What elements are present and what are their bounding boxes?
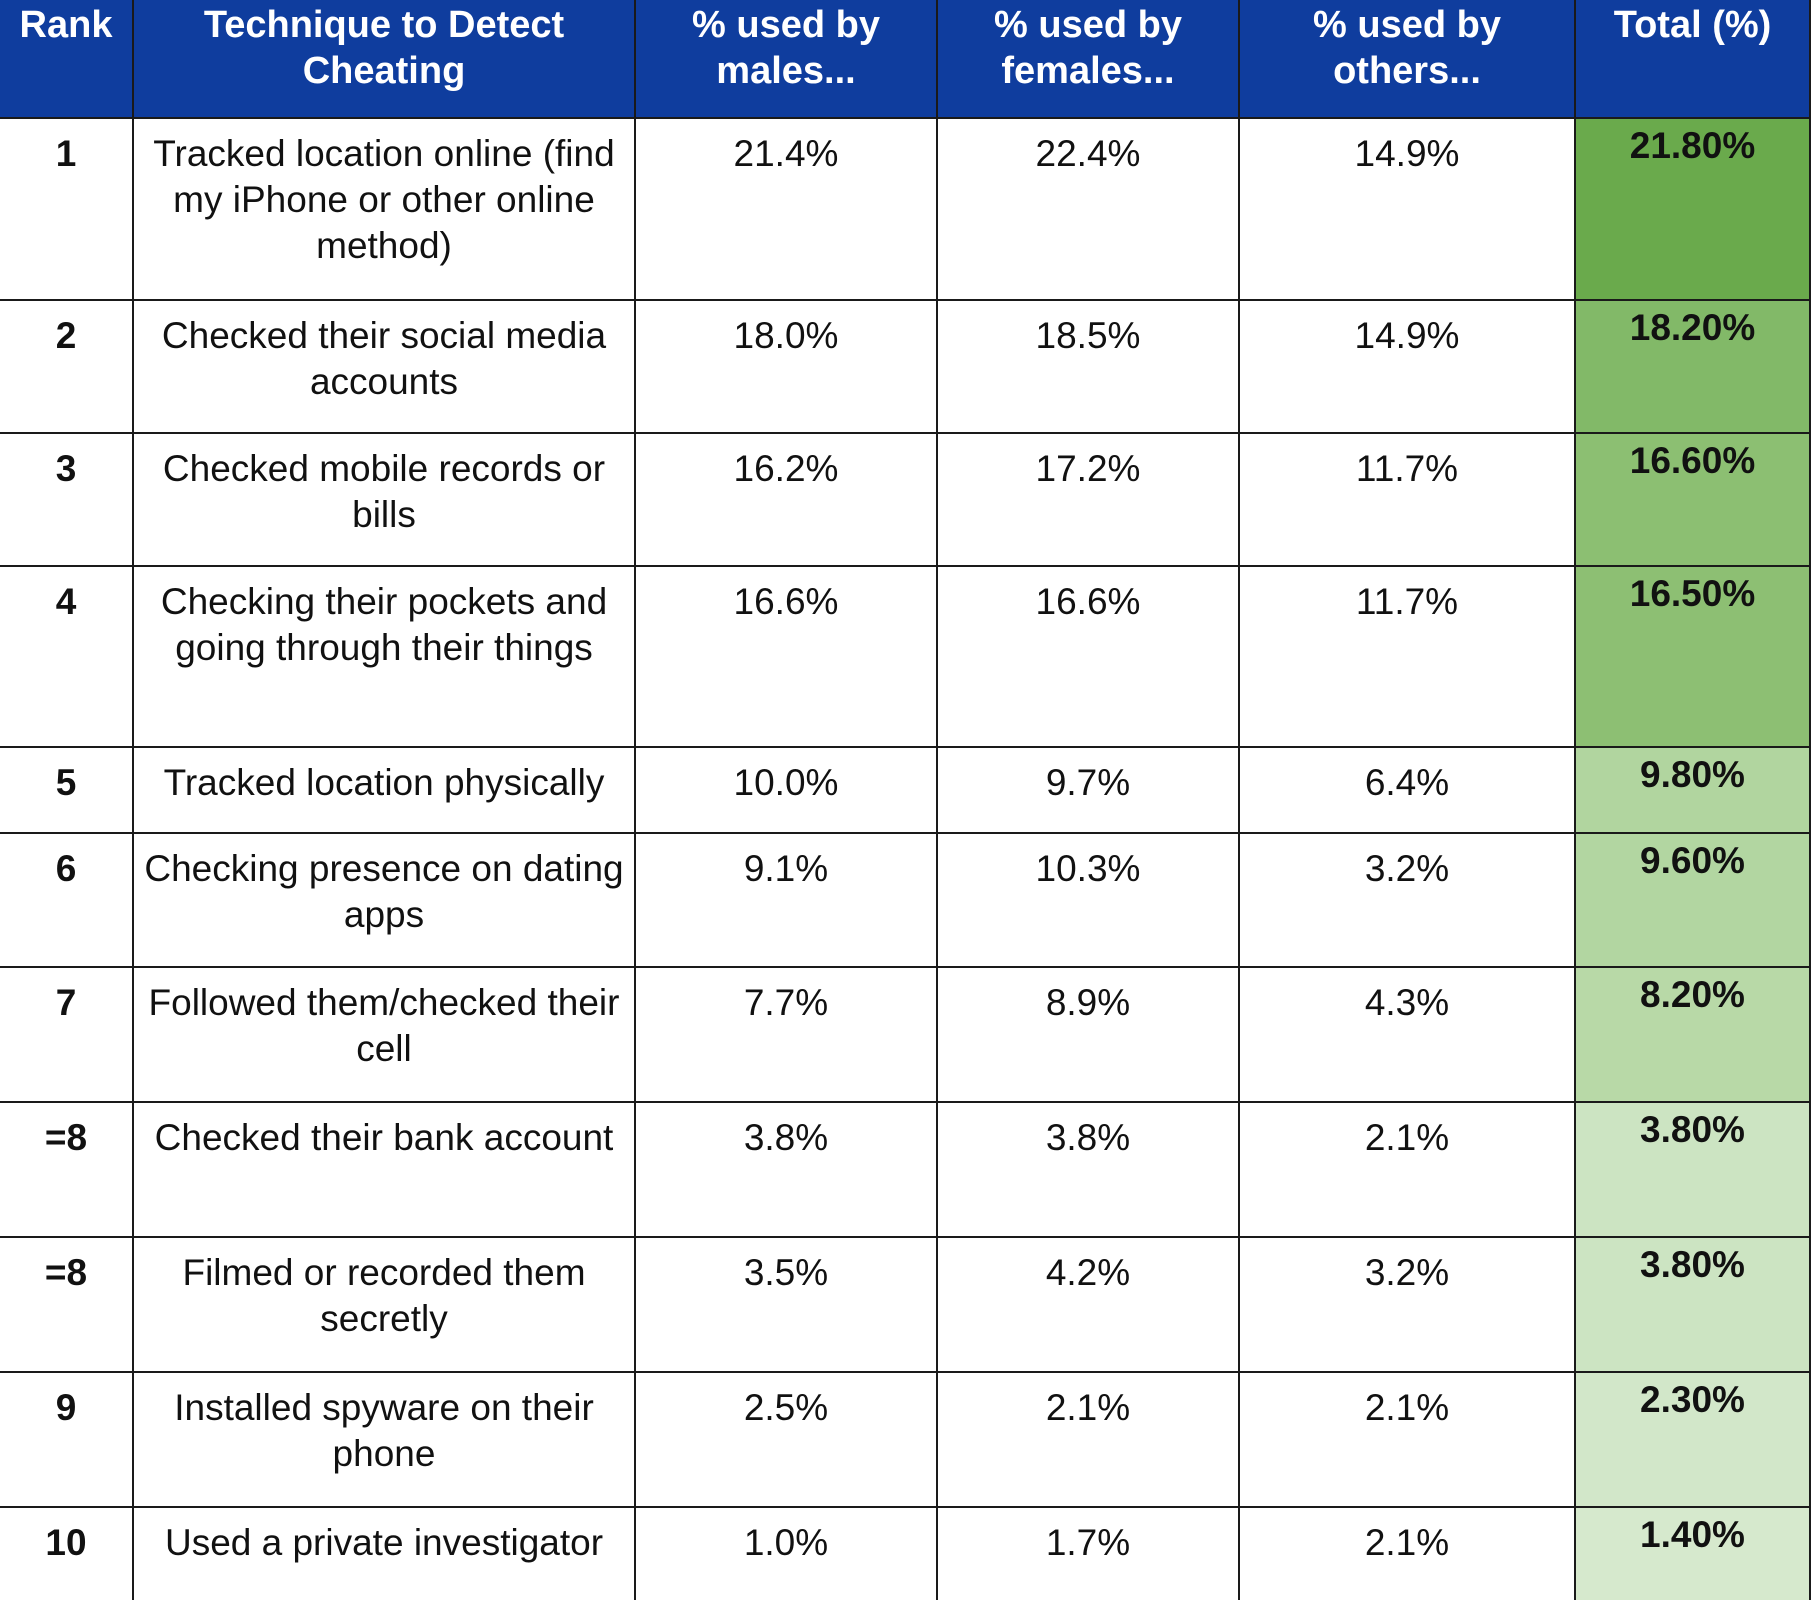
males-cell: 10.0% [634,746,938,834]
header-rank: Rank [0,0,134,119]
technique-cell: Followed them/checked their cell [132,966,636,1103]
males-cell: 3.5% [634,1236,938,1373]
females-cell: 9.7% [936,746,1240,834]
males-cell: 21.4% [634,117,938,301]
rank-cell: 4 [0,565,134,748]
males-cell: 1.0% [634,1506,938,1600]
total-cell: 9.80% [1574,746,1811,834]
others-cell: 4.3% [1238,966,1576,1103]
table-row: 3 Checked mobile records or bills 16.2% … [0,432,1811,567]
technique-cell: Tracked location online (find my iPhone … [132,117,636,301]
females-cell: 4.2% [936,1236,1240,1373]
header-row: Rank Technique to Detect Cheating % used… [0,0,1811,119]
technique-cell: Checked mobile records or bills [132,432,636,567]
table-row: 7 Followed them/checked their cell 7.7% … [0,966,1811,1103]
rank-cell: =8 [0,1236,134,1373]
others-cell: 2.1% [1238,1506,1576,1600]
total-cell: 16.50% [1574,565,1811,748]
females-cell: 10.3% [936,832,1240,968]
rank-cell: 1 [0,117,134,301]
rank-cell: 7 [0,966,134,1103]
females-cell: 18.5% [936,299,1240,434]
total-cell: 16.60% [1574,432,1811,567]
header-males: % used by males... [634,0,938,119]
rank-cell: 2 [0,299,134,434]
technique-cell: Used a private investigator [132,1506,636,1600]
header-females: % used by females... [936,0,1240,119]
table-row: =8 Checked their bank account 3.8% 3.8% … [0,1101,1811,1238]
table-row: =8 Filmed or recorded them secretly 3.5%… [0,1236,1811,1373]
males-cell: 7.7% [634,966,938,1103]
males-cell: 18.0% [634,299,938,434]
others-cell: 3.2% [1238,1236,1576,1373]
others-cell: 11.7% [1238,432,1576,567]
total-cell: 1.40% [1574,1506,1811,1600]
females-cell: 16.6% [936,565,1240,748]
others-cell: 6.4% [1238,746,1576,834]
rank-cell: 6 [0,832,134,968]
others-cell: 14.9% [1238,117,1576,301]
others-cell: 14.9% [1238,299,1576,434]
rank-cell: 5 [0,746,134,834]
total-cell: 18.20% [1574,299,1811,434]
table-row: 1 Tracked location online (find my iPhon… [0,117,1811,301]
females-cell: 8.9% [936,966,1240,1103]
technique-cell: Tracked location physically [132,746,636,834]
total-cell: 9.60% [1574,832,1811,968]
table-row: 4 Checking their pockets and going throu… [0,565,1811,748]
technique-cell: Checking presence on dating apps [132,832,636,968]
rank-cell: =8 [0,1101,134,1238]
males-cell: 3.8% [634,1101,938,1238]
males-cell: 16.2% [634,432,938,567]
table-row: 9 Installed spyware on their phone 2.5% … [0,1371,1811,1508]
females-cell: 2.1% [936,1371,1240,1508]
rank-cell: 9 [0,1371,134,1508]
table-row: 2 Checked their social media accounts 18… [0,299,1811,434]
others-cell: 2.1% [1238,1371,1576,1508]
header-total: Total (%) [1574,0,1811,119]
others-cell: 2.1% [1238,1101,1576,1238]
technique-cell: Installed spyware on their phone [132,1371,636,1508]
technique-cell: Checked their bank account [132,1101,636,1238]
header-technique: Technique to Detect Cheating [132,0,636,119]
rank-cell: 10 [0,1506,134,1600]
rank-cell: 3 [0,432,134,567]
total-cell: 3.80% [1574,1236,1811,1373]
total-cell: 21.80% [1574,117,1811,301]
technique-cell: Filmed or recorded them secretly [132,1236,636,1373]
males-cell: 2.5% [634,1371,938,1508]
females-cell: 1.7% [936,1506,1240,1600]
others-cell: 3.2% [1238,832,1576,968]
header-others: % used by others... [1238,0,1576,119]
males-cell: 9.1% [634,832,938,968]
table-row: 5 Tracked location physically 10.0% 9.7%… [0,746,1811,834]
table-body: 1 Tracked location online (find my iPhon… [0,117,1811,1600]
males-cell: 16.6% [634,565,938,748]
table-header: Rank Technique to Detect Cheating % used… [0,0,1811,119]
others-cell: 11.7% [1238,565,1576,748]
females-cell: 3.8% [936,1101,1240,1238]
total-cell: 3.80% [1574,1101,1811,1238]
table-row: 10 Used a private investigator 1.0% 1.7%… [0,1506,1811,1600]
table-row: 6 Checking presence on dating apps 9.1% … [0,832,1811,968]
females-cell: 22.4% [936,117,1240,301]
technique-cell: Checked their social media accounts [132,299,636,434]
total-cell: 8.20% [1574,966,1811,1103]
technique-cell: Checking their pockets and going through… [132,565,636,748]
total-cell: 2.30% [1574,1371,1811,1508]
females-cell: 17.2% [936,432,1240,567]
